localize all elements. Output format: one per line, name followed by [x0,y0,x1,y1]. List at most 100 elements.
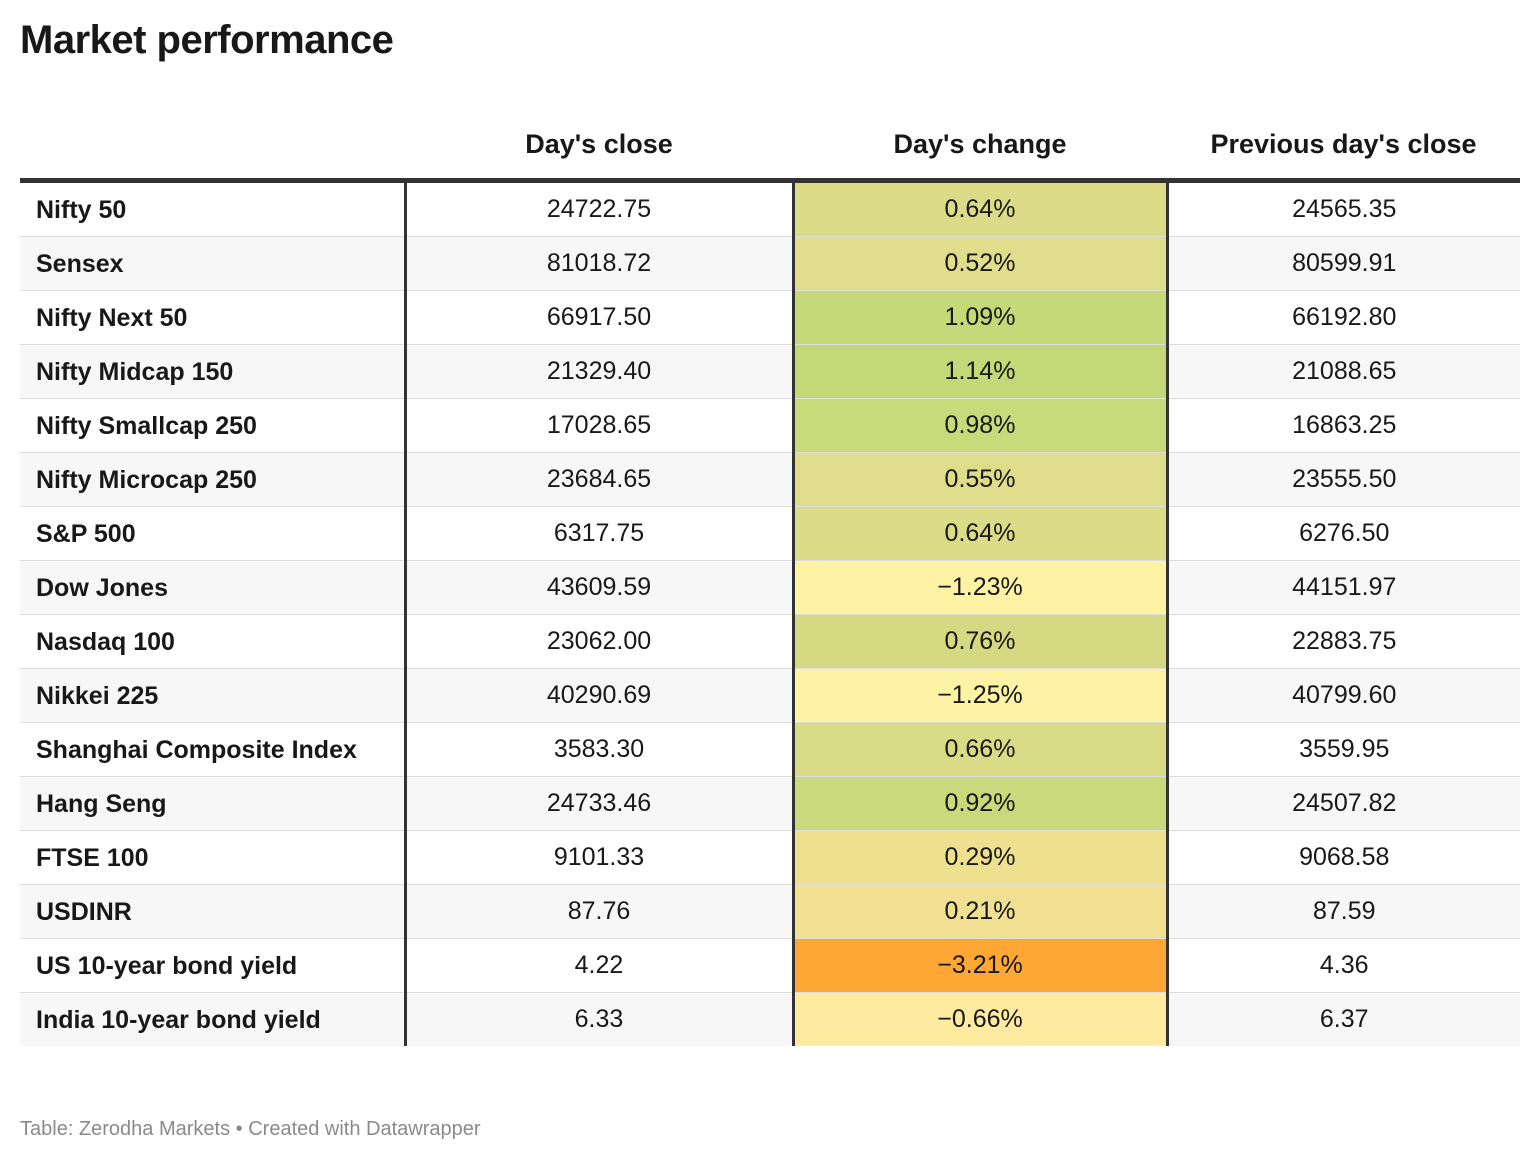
row-label: Nifty Microcap 250 [20,452,407,507]
value-cell: 24565.35 [1167,180,1520,237]
value-cell: 3559.95 [1167,722,1520,777]
row-label-text: Shanghai Composite Index [36,735,357,764]
row-label-text: USDINR [36,897,132,926]
row-label: Nifty Next 50 [20,290,407,345]
row-label-text: Dow Jones [36,573,168,602]
change-cell: 0.64% [793,506,1169,561]
table-row: Hang Seng 24733.46 0.92% 24507.82 [20,776,1520,831]
row-label: US 10-year bond yield [20,938,407,993]
change-cell: −1.25% [793,668,1169,723]
value-cell: 9068.58 [1167,830,1520,885]
change-cell: 0.21% [793,884,1169,939]
value-cell: 24733.46 [405,776,795,831]
header-cell: Day's change [793,110,1167,183]
row-label-text: Nifty Next 50 [36,303,188,332]
value-cell: 43609.59 [405,560,795,615]
header-cell: Day's close [405,110,793,183]
value-cell: 17028.65 [405,398,795,453]
change-cell: −3.21% [793,938,1169,993]
row-label: Nifty Midcap 150 [20,344,407,399]
value-cell: 40290.69 [405,668,795,723]
row-label-text: Nifty Smallcap 250 [36,411,257,440]
value-cell: 66917.50 [405,290,795,345]
row-label-text: Sensex [36,249,124,278]
market-table: Day's close Day's change Previous day's … [20,110,1520,1046]
table-body: Nifty 50 24722.75 0.64% 24565.35 Sensex 81018… [20,180,1520,1046]
table-row: Nifty Smallcap 250 17028.65 0.98% 16863.25 [20,398,1520,453]
change-cell: 0.55% [793,452,1169,507]
row-label-text: Nifty Microcap 250 [36,465,257,494]
change-cell: 0.64% [793,180,1169,237]
header-empty [20,110,405,183]
value-cell: 87.59 [1167,884,1520,939]
row-label-text: FTSE 100 [36,843,149,872]
value-cell: 6.37 [1167,992,1520,1046]
row-label: Nikkei 225 [20,668,407,723]
value-cell: 23684.65 [405,452,795,507]
value-cell: 21329.40 [405,344,795,399]
row-label: Nifty Smallcap 250 [20,398,407,453]
table-row: India 10-year bond yield 6.33 −0.66% 6.37 [20,992,1520,1046]
value-cell: 40799.60 [1167,668,1520,723]
value-cell: 4.22 [405,938,795,993]
row-label: Nasdaq 100 [20,614,407,669]
value-cell: 81018.72 [405,236,795,291]
row-label-text: Nasdaq 100 [36,627,175,656]
table-row: Nasdaq 100 23062.00 0.76% 22883.75 [20,614,1520,669]
table-row: Nikkei 225 40290.69 −1.25% 40799.60 [20,668,1520,723]
value-cell: 24507.82 [1167,776,1520,831]
value-cell: 80599.91 [1167,236,1520,291]
value-cell: 23062.00 [405,614,795,669]
row-label: Hang Seng [20,776,407,831]
value-cell: 4.36 [1167,938,1520,993]
value-cell: 6317.75 [405,506,795,561]
table-row: Shanghai Composite Index 3583.30 0.66% 3559… [20,722,1520,777]
table-row: Nifty 50 24722.75 0.64% 24565.35 [20,180,1520,237]
value-cell: 24722.75 [405,180,795,237]
row-label: FTSE 100 [20,830,407,885]
value-cell: 22883.75 [1167,614,1520,669]
value-cell: 9101.33 [405,830,795,885]
row-label: Shanghai Composite Index [20,722,407,777]
table-row: FTSE 100 9101.33 0.29% 9068.58 [20,830,1520,885]
row-label: Sensex [20,236,407,291]
row-label-text: Hang Seng [36,789,167,818]
row-label-text: Nifty 50 [36,195,127,224]
row-label-text: Nikkei 225 [36,681,159,710]
change-cell: −1.23% [793,560,1169,615]
change-cell: 0.52% [793,236,1169,291]
table-row: US 10-year bond yield 4.22 −3.21% 4.36 [20,938,1520,993]
change-cell: 0.29% [793,830,1169,885]
change-cell: 0.76% [793,614,1169,669]
value-cell: 66192.80 [1167,290,1520,345]
row-label-text: Nifty Midcap 150 [36,357,234,386]
change-cell: 0.66% [793,722,1169,777]
table-row: Sensex 81018.72 0.52% 80599.91 [20,236,1520,291]
header-cell: Previous day's close [1167,110,1520,183]
value-cell: 21088.65 [1167,344,1520,399]
change-cell: 1.09% [793,290,1169,345]
table-row: S&P 500 6317.75 0.64% 6276.50 [20,506,1520,561]
row-label: Dow Jones [20,560,407,615]
value-cell: 16863.25 [1167,398,1520,453]
change-cell: 0.92% [793,776,1169,831]
value-cell: 6.33 [405,992,795,1046]
table-row: Nifty Next 50 66917.50 1.09% 66192.80 [20,290,1520,345]
change-cell: 1.14% [793,344,1169,399]
table-row: Dow Jones 43609.59 −1.23% 44151.97 [20,560,1520,615]
row-label-text: India 10-year bond yield [36,1005,321,1034]
value-cell: 23555.50 [1167,452,1520,507]
table-row: USDINR 87.76 0.21% 87.59 [20,884,1520,939]
row-label: Nifty 50 [20,180,407,237]
change-cell: −0.66% [793,992,1169,1046]
row-label-text: S&P 500 [36,519,136,548]
change-cell: 0.98% [793,398,1169,453]
value-cell: 44151.97 [1167,560,1520,615]
table-row: Nifty Microcap 250 23684.65 0.55% 23555.50 [20,452,1520,507]
row-label: India 10-year bond yield [20,992,407,1046]
header-row: Day's close Day's change Previous day's … [20,110,1520,183]
row-label: S&P 500 [20,506,407,561]
value-cell: 6276.50 [1167,506,1520,561]
footer: Table: Zerodha Markets • Created with Da… [20,1118,481,1140]
